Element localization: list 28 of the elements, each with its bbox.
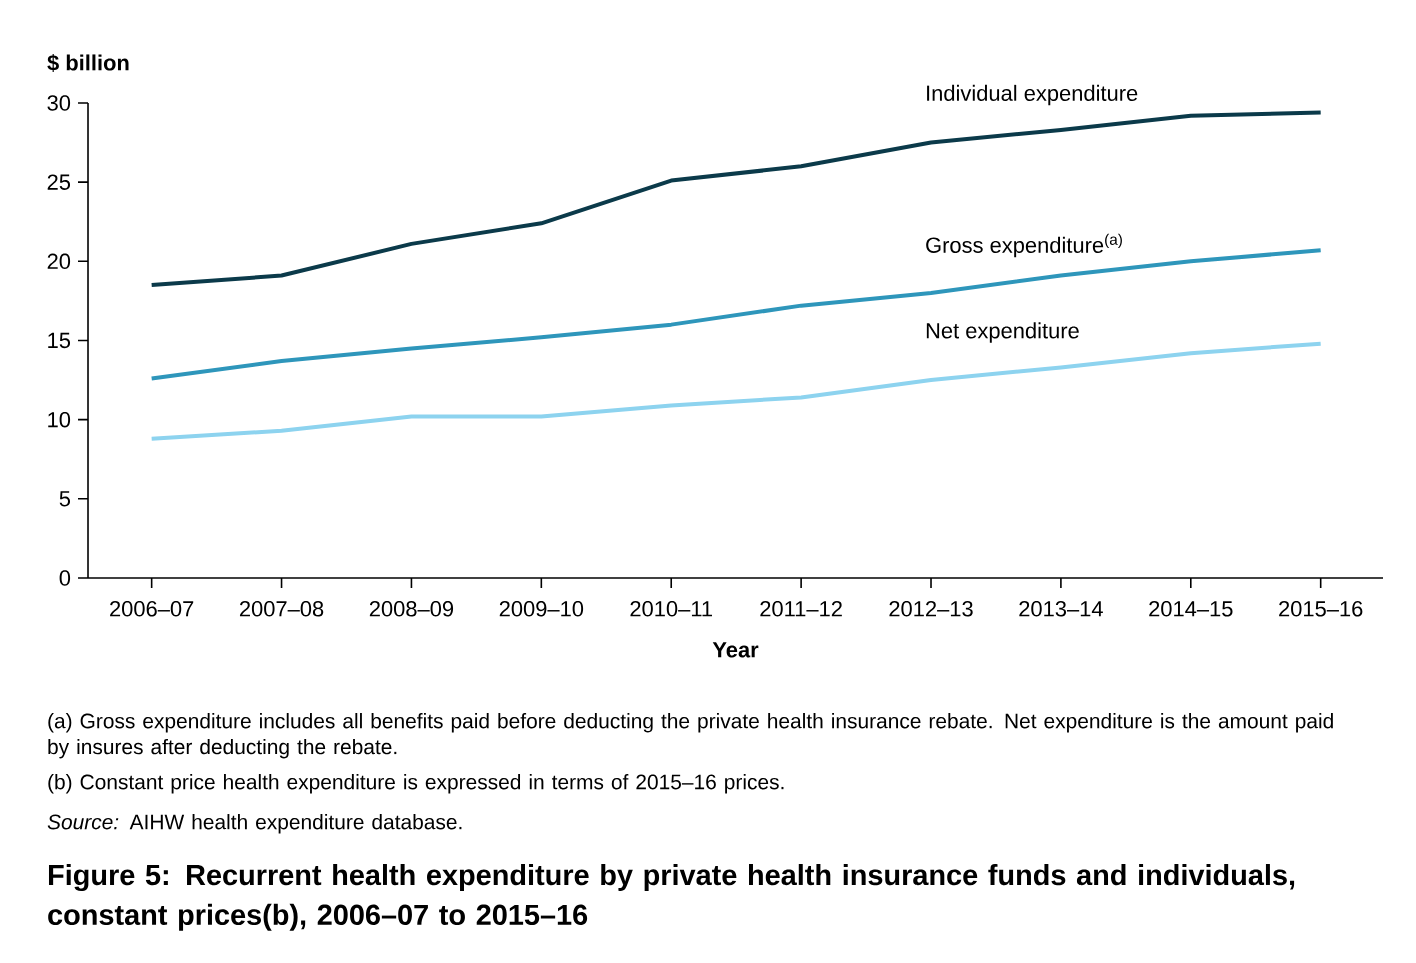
x-tick-label: 2015–16 (1279, 601, 1363, 617)
y-tick-label: 30 (47, 95, 71, 111)
text: (b) Constant price health expenditure is expressed in terms of 2015–16 prices. (48, 774, 784, 794)
y-tick-label: 15 (48, 332, 71, 349)
x-tick-label: 2008–09 (369, 601, 454, 617)
y-tick-label: 25 (47, 174, 71, 190)
x-tick-label: 2010–11 (630, 601, 712, 617)
y-tick-label: 5 (59, 491, 71, 507)
y-axis-title: $ billion (47, 54, 129, 72)
y-tick-label: 20 (47, 253, 71, 270)
text: (a) Gross expenditure includes all benefits paid before deducting the private health insurance rebate. Net expenditure is the amount paid by insures after deducting the rebate. (48, 713, 1333, 759)
x-tick-label: 2013–14 (1019, 601, 1103, 617)
x-tick-label: 2011–12 (760, 601, 842, 617)
x-tick-label: 2007–08 (239, 601, 324, 617)
series-label: Gross expenditure$^{(a)}$ (926, 233, 1122, 258)
line-series (149, 341, 1323, 441)
series-label: Net expenditure (926, 322, 1079, 343)
line-series (149, 110, 1323, 288)
y-tick-label: 10 (48, 411, 71, 428)
x-tick-label: 2009–10 (499, 601, 584, 617)
series-label: Individual expenditure (927, 84, 1138, 106)
text: Figure 5: Recurrent health expenditure by private health insurance funds and individuals, constant prices(b), 2006–07 to 2015–16 (48, 864, 1295, 931)
x-tick-label: 2014–15 (1149, 601, 1233, 617)
x-axis-title: Year (712, 642, 759, 658)
x-tick-label: 2012–13 (889, 601, 973, 617)
y-tick-label: 0 (59, 570, 71, 586)
x-tick-label: 2006–07 (110, 601, 194, 617)
text: Source: AIHW health expenditure database. (47, 814, 462, 834)
